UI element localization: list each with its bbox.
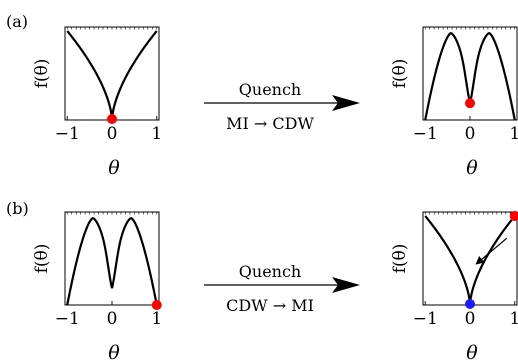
plot-b-after: −1 0 1 θ f(θ) [390, 211, 518, 364]
plot-frame [422, 211, 518, 306]
quench-arrow-b-bottom: CDW → MI [226, 296, 314, 315]
y-axis-label: f(θ) [390, 244, 410, 274]
f-theta-curve [424, 215, 516, 305]
red-state-marker [151, 300, 162, 310]
quench-arrow-a: Quench MI → CDW [204, 80, 360, 133]
panel-b-label: (b) [6, 199, 29, 218]
plot-a-before: −1 0 1 θ f(θ) [32, 26, 162, 179]
x-tick-label: 1 [509, 124, 518, 144]
plot-frame [64, 211, 160, 306]
x-tick-label: 1 [151, 309, 162, 329]
red-state-marker [509, 211, 518, 221]
x-axis-label: θ [466, 157, 478, 179]
y-axis-label: f(θ) [32, 244, 52, 274]
quench-arrow-a-bottom: MI → CDW [226, 114, 314, 133]
red-state-marker [107, 114, 117, 124]
y-axis-label: f(θ) [32, 59, 52, 89]
x-tick-label: −1 [413, 124, 438, 144]
plot-b-before: −1 0 1 θ f(θ) [32, 211, 162, 364]
red-state-marker [465, 98, 475, 109]
x-tick-label: −1 [413, 309, 438, 329]
quench-arrow-b-top: Quench [239, 262, 301, 281]
x-axis-label: θ [108, 157, 120, 179]
plot-frame [64, 26, 160, 121]
panel-a-label: (a) [6, 12, 28, 31]
quench-arrow-a-top: Quench [239, 80, 301, 99]
f-theta-curve [66, 217, 158, 305]
blue-state-marker [465, 299, 475, 309]
y-axis-label: f(θ) [390, 59, 410, 89]
x-tick-label: −1 [55, 309, 80, 329]
x-axis-label: θ [466, 342, 478, 364]
x-tick-label: 1 [509, 309, 518, 329]
quench-arrow-b: Quench CDW → MI [204, 262, 360, 315]
x-tick-label: 0 [107, 309, 118, 329]
x-tick-label: 0 [465, 124, 476, 144]
x-tick-label: 0 [107, 124, 118, 144]
relaxation-arrow [475, 237, 508, 265]
plot-a-after: −1 0 1 θ f(θ) [390, 26, 518, 179]
f-theta-curve [66, 30, 158, 120]
x-tick-label: 1 [151, 124, 162, 144]
x-tick-label: 0 [465, 309, 476, 329]
x-tick-label: −1 [55, 124, 80, 144]
x-axis-label: θ [108, 342, 120, 364]
